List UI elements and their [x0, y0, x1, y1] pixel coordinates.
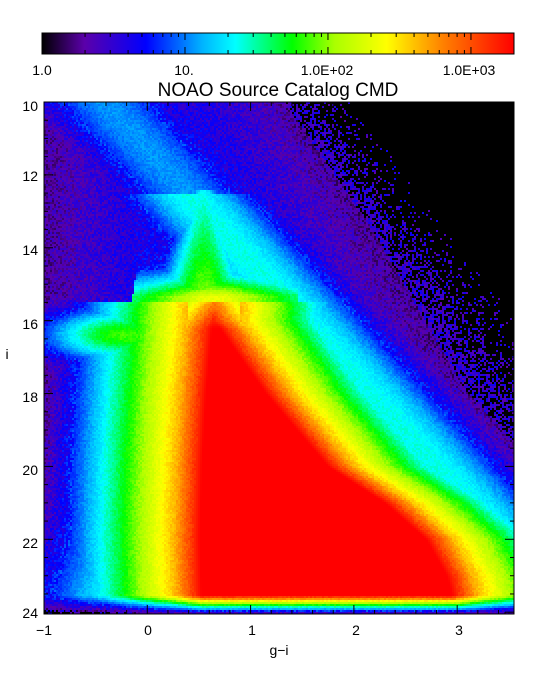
colorbar-swatch: [41, 32, 515, 55]
x-tick-label-neg1: −1: [36, 622, 52, 638]
y-tick-label-18: 18: [22, 389, 38, 405]
colorbar-tick-label-1: 1.0: [32, 62, 52, 78]
y-tick-label-16: 16: [22, 316, 38, 332]
y-tick-label-12: 12: [22, 168, 38, 184]
y-tick-label-10: 10: [22, 98, 38, 114]
x-tick-label-0: 0: [144, 622, 152, 638]
x-axis-label: g−i: [269, 642, 288, 658]
colorbar-tick-label-10: 10.: [174, 62, 193, 78]
plot-frame: [43, 101, 515, 615]
colorbar: 1.0 10. 1.0E+02 1.0E+03: [32, 32, 515, 78]
chart-title: NOAO Source Catalog CMD: [158, 80, 399, 101]
y-tick-label-22: 22: [22, 535, 38, 551]
heatmap-container: [44, 102, 514, 614]
x-tick-label-3: 3: [455, 622, 463, 638]
x-tick-label-2: 2: [352, 622, 360, 638]
x-tick-label-1: 1: [248, 622, 256, 638]
heatmap-image: [44, 102, 514, 614]
colorbar-tick-label-1000: 1.0E+03: [443, 62, 496, 78]
y-axis-label: i: [5, 346, 8, 362]
y-tick-label-20: 20: [22, 462, 38, 478]
axis-ticks: [43, 101, 514, 614]
y-tick-label-24: 24: [22, 605, 38, 621]
colorbar-tick-label-100: 1.0E+02: [301, 62, 354, 78]
y-tick-label-14: 14: [22, 242, 38, 258]
colorbar-ticks: [41, 33, 515, 54]
